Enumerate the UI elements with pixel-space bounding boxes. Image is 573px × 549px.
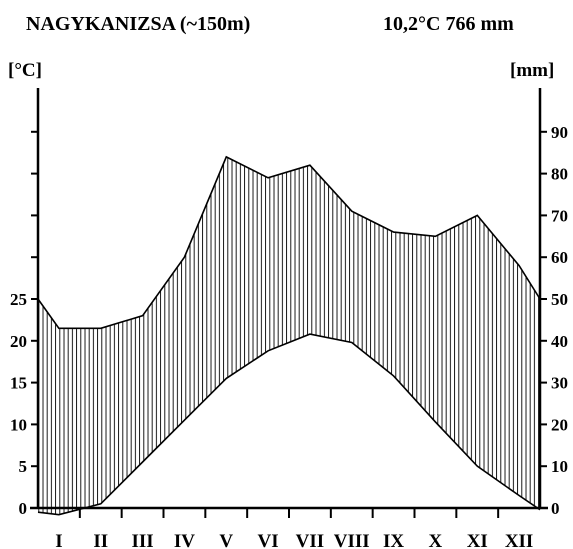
- x-tick-label: V: [219, 531, 233, 549]
- x-tick-label: XII: [505, 531, 534, 549]
- x-tick-label: VIII: [334, 531, 370, 549]
- right-tick-label: 40: [551, 332, 568, 351]
- climate-summary: 10,2°C 766 mm: [383, 13, 514, 35]
- right-axis-ticks: 0 10 20 30 40 50 60 70 80 90: [540, 123, 568, 518]
- right-tick-label: 0: [551, 499, 560, 518]
- x-tick-label: IX: [383, 531, 404, 549]
- left-axis-ticks: 0 5 10 15 20 25: [10, 130, 38, 518]
- temperature-line: [37, 333, 541, 516]
- left-tick-label: 15: [10, 374, 27, 393]
- left-tick-label: 5: [19, 457, 28, 476]
- left-axis-unit-label: [°C]: [8, 60, 42, 81]
- precipitation-line: [37, 155, 541, 330]
- right-tick-label: 70: [551, 206, 568, 225]
- x-tick-label: X: [429, 531, 443, 549]
- right-tick-label: 50: [551, 290, 568, 309]
- x-tick-label: VII: [296, 531, 325, 549]
- x-axis-ticks: I II III IV V VI VII VIII IX X XI XII: [55, 508, 533, 549]
- right-tick-label: 10: [551, 457, 568, 476]
- x-tick-label: III: [131, 531, 153, 549]
- x-tick-label: II: [93, 531, 108, 549]
- left-tick-label: 20: [10, 332, 27, 351]
- left-tick-label: 0: [19, 499, 28, 518]
- right-axis-unit-label: [mm]: [510, 60, 554, 81]
- x-tick-label: VI: [258, 531, 279, 549]
- left-tick-label: 25: [10, 290, 27, 309]
- x-tick-label: IV: [174, 531, 195, 549]
- right-tick-label: 60: [551, 248, 568, 267]
- right-tick-label: 20: [551, 415, 568, 434]
- difference-hatch-area: [38, 156, 540, 515]
- chart-title: NAGYKANIZSA (~150m): [26, 13, 251, 35]
- right-tick-label: 90: [551, 123, 568, 142]
- right-tick-label: 80: [551, 165, 568, 184]
- x-tick-label: I: [55, 531, 62, 549]
- left-tick-label: 10: [10, 415, 27, 434]
- x-tick-label: XI: [467, 531, 488, 549]
- right-tick-label: 30: [551, 374, 568, 393]
- plot-area: [30, 88, 548, 516]
